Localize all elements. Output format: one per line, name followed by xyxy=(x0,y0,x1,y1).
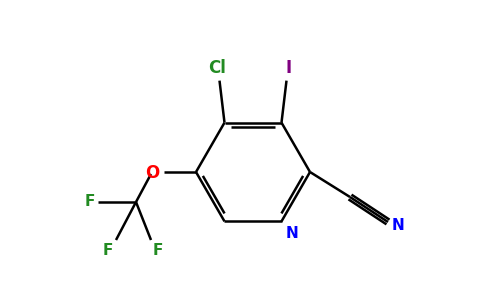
Text: N: N xyxy=(286,226,298,242)
Text: F: F xyxy=(85,194,95,209)
Text: F: F xyxy=(103,243,113,258)
Text: I: I xyxy=(286,58,291,76)
Text: O: O xyxy=(145,164,159,182)
Text: N: N xyxy=(392,218,405,232)
Text: Cl: Cl xyxy=(209,58,227,76)
Text: F: F xyxy=(153,243,164,258)
